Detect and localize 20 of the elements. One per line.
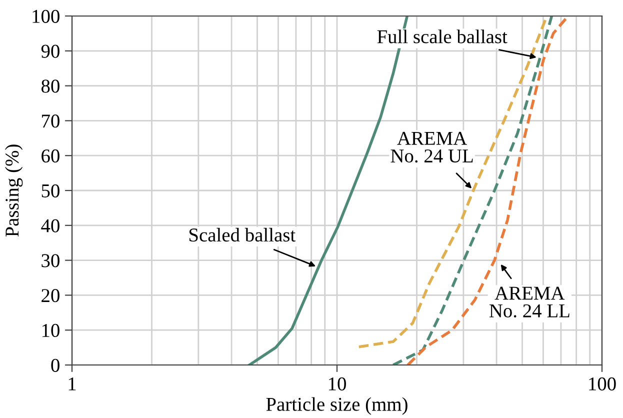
annotation: Scaled ballast	[189, 228, 296, 242]
annotation: AREMA No. 24 UL	[390, 132, 473, 163]
y-tick-label: 40	[41, 219, 60, 232]
x-tick-label: 1	[68, 377, 76, 390]
x-tick-label: 100	[589, 377, 616, 390]
y-tick-label: 0	[51, 358, 60, 372]
y-tick-label: 90	[41, 44, 60, 58]
y-axis-title: Passing (%)	[5, 144, 23, 237]
y-tick-label: 70	[42, 114, 60, 128]
annotation: AREMA No. 24 LL	[489, 286, 570, 318]
y-tick-label: 80	[41, 80, 60, 93]
annotation: Full scale ballast	[377, 30, 508, 44]
x-axis-title: Particle size (mm)	[266, 397, 408, 415]
y-tick-label: 10	[42, 324, 60, 338]
x-tick-label: 10	[328, 377, 346, 390]
y-tick-label: 30	[42, 254, 60, 268]
y-tick-label: 60	[42, 149, 60, 163]
y-tick-label: 50	[42, 184, 60, 198]
y-tick-label: 100	[32, 10, 60, 23]
y-tick-label: 20	[42, 289, 60, 302]
